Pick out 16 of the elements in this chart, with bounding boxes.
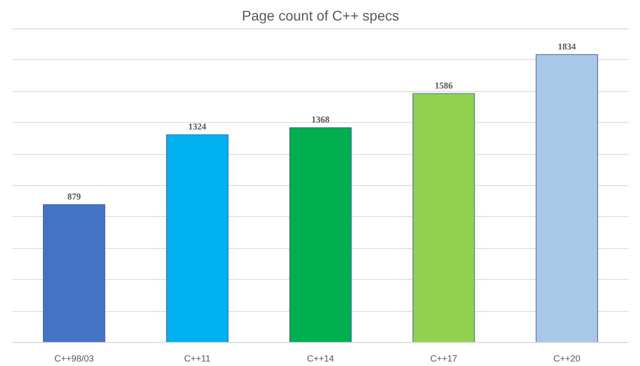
data-label: 1586 — [434, 80, 454, 90]
data-label: 1834 — [558, 42, 576, 52]
bar — [412, 93, 475, 342]
x-tick-label: C++14 — [306, 354, 334, 364]
bar — [43, 204, 106, 342]
x-tick-label: C++11 — [184, 354, 210, 364]
data-label: 879 — [67, 191, 82, 202]
bar — [166, 134, 228, 342]
chart-title: Page count of C++ specs — [242, 8, 400, 24]
data-label: 1368 — [312, 114, 330, 125]
x-tick-label: C++17 — [430, 354, 458, 364]
bar — [289, 127, 352, 342]
bar — [536, 54, 598, 342]
data-label: 1324 — [188, 122, 207, 132]
x-tick-label: C++20 — [553, 354, 580, 364]
x-tick-label: C++98/03 — [54, 354, 94, 364]
